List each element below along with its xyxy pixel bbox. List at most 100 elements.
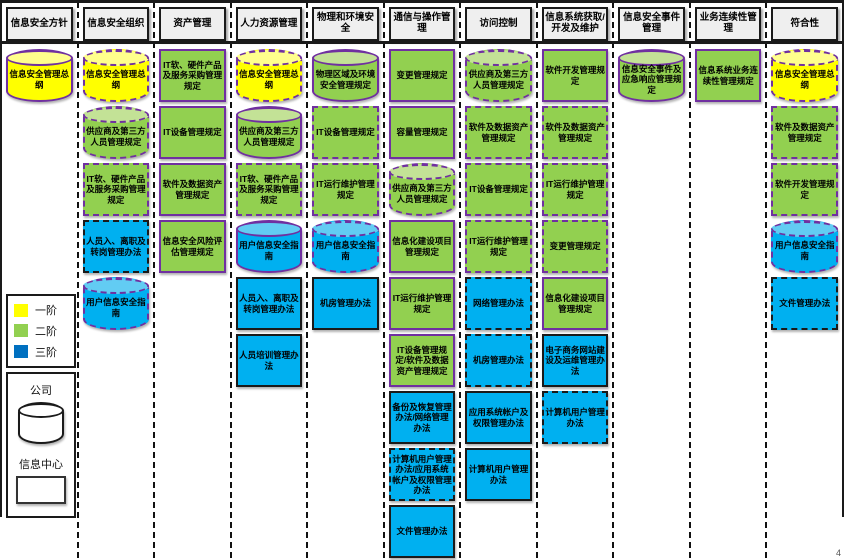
node-label: 容量管理规定 xyxy=(396,127,448,138)
cylinder-node: 信息安全事件及应急响应管理规定 xyxy=(618,49,685,102)
tier-color-swatch xyxy=(14,324,28,338)
node-label: 软件及数据资产管理规定 xyxy=(468,122,529,143)
info-center-rectangle-icon xyxy=(16,476,66,504)
node-label: 变更管理规定 xyxy=(549,241,601,252)
column-header: 访问控制 xyxy=(465,7,532,41)
box-node: 信息安全风险评估管理规定 xyxy=(159,220,226,273)
box-node: IT设备管理规定 xyxy=(159,106,226,159)
column-items: 信息系统业务连续性管理规定 xyxy=(694,49,763,102)
node-label: 文件管理办法 xyxy=(396,526,448,537)
node-label: 用户信息安全指南 xyxy=(774,240,835,261)
column-4: 人力资源管理信息安全管理总纲 供应商及第三方人员管理规定 IT软、硬件产品及服务采购… xyxy=(232,2,309,558)
node-label: 信息安全管理总纲 xyxy=(239,69,299,90)
node-label: 软件及数据资产管理规定 xyxy=(162,179,223,200)
node-label: 信息安全管理总纲 xyxy=(774,69,835,90)
box-node: 软件开发管理规定 xyxy=(771,163,839,216)
box-node: IT软、硬件产品及服务采购管理规定 xyxy=(82,163,150,216)
box-node: 人员培训管理办法 xyxy=(235,334,303,387)
node-label: 信息安全管理总纲 xyxy=(86,69,146,90)
page-number: 4 xyxy=(835,548,841,558)
column-items: 软件开发管理规定 软件及数据资产管理规定 IT运行维护管理规定 变更管理规定 信息化建设… xyxy=(541,49,610,444)
box-node: 软件及数据资产管理规定 xyxy=(771,106,839,159)
node-label: 信息安全管理总纲 xyxy=(9,69,70,90)
column-items: 信息安全事件及应急响应管理规定 xyxy=(617,49,686,102)
cylinder-node: 用户信息安全指南 xyxy=(82,277,150,330)
tier-legend: 一阶 二阶 三阶 xyxy=(6,294,76,368)
node-label: IT运行维护管理规定 xyxy=(545,179,605,200)
node-label: 信息安全风险评估管理规定 xyxy=(162,236,223,257)
cylinder-node: 供应商及第三方人员管理规定 xyxy=(388,163,456,216)
column-header: 业务连续性管理 xyxy=(694,7,762,41)
node-label: 人员入、离职及转岗管理办法 xyxy=(86,236,146,257)
column-items: 信息安全管理总纲 供应商及第三方人员管理规定 IT软、硬件产品及服务采购管理规定人员… xyxy=(82,49,151,330)
column-8: 信息系统获取/开发及维护 软件开发管理规定 软件及数据资产管理规定 IT运行维护管理规… xyxy=(538,2,615,558)
box-node: 计算机用户管理办法 xyxy=(465,448,532,501)
column-9: 信息安全事件管理信息安全事件及应急响应管理规定 xyxy=(614,2,691,558)
box-node: 文件管理办法 xyxy=(388,505,456,558)
column-header: 信息安全组织 xyxy=(82,7,150,41)
column-6: 通信与操作管理变更管理规定 容量管理规定供应商及第三方人员管理规定 信息化建设项目管… xyxy=(385,2,462,558)
node-label: 人员入、离职及转岗管理办法 xyxy=(239,293,299,314)
node-label: 用户信息安全指南 xyxy=(239,240,299,261)
tier-color-swatch xyxy=(14,303,28,317)
cylinder-node: 用户信息安全指南 xyxy=(235,220,303,273)
node-label: 软件及数据资产管理规定 xyxy=(545,122,605,143)
node-label: 变更管理规定 xyxy=(396,70,448,81)
box-node: 信息系统业务连续性管理规定 xyxy=(694,49,762,102)
box-node: 应用系统帐户及权限管理办法 xyxy=(465,391,532,444)
header-divider-line xyxy=(0,41,844,44)
node-label: IT软、硬件产品及服务采购管理规定 xyxy=(86,174,146,205)
box-node: IT软、硬件产品及服务采购管理规定 xyxy=(235,163,303,216)
box-node: 文件管理办法 xyxy=(771,277,839,330)
box-node: IT软、硬件产品及服务采购管理规定 xyxy=(159,49,226,102)
box-node: 软件及数据资产管理规定 xyxy=(159,163,226,216)
node-label: 信息系统业务连续性管理规定 xyxy=(698,65,758,86)
column-header: 信息安全方针 xyxy=(6,7,73,41)
column-items: 供应商及第三方人员管理规定 软件及数据资产管理规定 IT设备管理规定 IT运行维护管理… xyxy=(464,49,533,501)
org-legend: 公司 信息中心 xyxy=(6,372,76,518)
node-label: 软件及数据资产管理规定 xyxy=(774,122,835,143)
box-node: IT设备管理规定/软件及数据资产管理规定 xyxy=(388,334,456,387)
node-label: 物理区域及环境安全管理规定 xyxy=(315,69,376,90)
tier-legend-row: 一阶 xyxy=(14,302,68,318)
column-items: 信息安全管理总纲 供应商及第三方人员管理规定 IT软、硬件产品及服务采购管理规定 用户… xyxy=(235,49,304,387)
column-1: 信息安全方针信息安全管理总纲 xyxy=(2,2,79,558)
node-label: IT软、硬件产品及服务采购管理规定 xyxy=(239,174,299,205)
box-node: IT运行维护管理规定 xyxy=(465,220,532,273)
node-label: 信息化建设项目管理规定 xyxy=(545,293,605,314)
cylinder-node: 信息安全管理总纲 xyxy=(6,49,73,102)
node-label: 计算机用户管理办法 xyxy=(545,407,605,428)
box-node: 计算机用户管理办法 xyxy=(541,391,609,444)
node-label: 软件开发管理规定 xyxy=(774,179,835,200)
box-node: 备份及恢复管理办法/网络管理办法 xyxy=(388,391,456,444)
box-node: 人员入、离职及转岗管理办法 xyxy=(82,220,150,273)
cylinder-node: 信息安全管理总纲 xyxy=(771,49,839,102)
node-label: IT软、硬件产品及服务采购管理规定 xyxy=(162,60,223,91)
node-label: 机房管理办法 xyxy=(319,298,371,309)
tier-label: 三阶 xyxy=(35,346,57,359)
cylinder-node: 供应商及第三方人员管理规定 xyxy=(82,106,150,159)
box-node: 计算机用户管理办法/应用系统帐户及权限管理办法 xyxy=(388,448,456,501)
node-label: 供应商及第三方人员管理规定 xyxy=(86,126,146,147)
box-node: 软件及数据资产管理规定 xyxy=(541,106,609,159)
column-2: 信息安全组织信息安全管理总纲 供应商及第三方人员管理规定 IT软、硬件产品及服务采购… xyxy=(79,2,156,558)
column-header: 人力资源管理 xyxy=(235,7,303,41)
column-11: 符合性 信息安全管理总纲 软件及数据资产管理规定 软件开发管理规定 用户信息安全指南 文件… xyxy=(767,2,842,558)
column-7: 访问控制 供应商及第三方人员管理规定 软件及数据资产管理规定 IT设备管理规定 IT运行… xyxy=(461,2,538,558)
node-label: IT设备管理规定 xyxy=(469,184,528,195)
column-items: 变更管理规定 容量管理规定 供应商及第三方人员管理规定 信息化建设项目管理规定 IT运行… xyxy=(388,49,457,558)
node-label: 供应商及第三方人员管理规定 xyxy=(392,183,452,204)
column-header: 通信与操作管理 xyxy=(388,7,456,41)
node-label: IT设备管理规定 xyxy=(163,127,222,138)
node-label: 用户信息安全指南 xyxy=(315,240,376,261)
column-3: 资产管理 IT软、硬件产品及服务采购管理规定 IT设备管理规定 软件及数据资产管理规定… xyxy=(155,2,232,558)
node-label: 信息化建设项目管理规定 xyxy=(392,236,452,257)
column-items: 信息安全管理总纲 xyxy=(5,49,74,102)
column-header: 信息安全事件管理 xyxy=(618,7,685,41)
column-10: 业务连续性管理信息系统业务连续性管理规定 xyxy=(691,2,768,558)
box-node: 信息化建设项目管理规定 xyxy=(388,220,456,273)
box-node: 软件及数据资产管理规定 xyxy=(465,106,532,159)
box-node: 信息化建设项目管理规定 xyxy=(541,277,609,330)
box-node: 机房管理办法 xyxy=(312,277,379,330)
